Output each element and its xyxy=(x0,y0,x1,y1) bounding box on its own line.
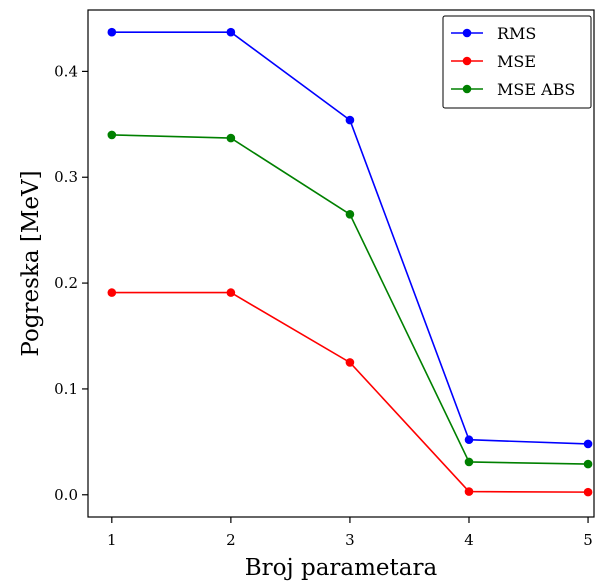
data-point-mse xyxy=(226,288,236,297)
legend-marker-mse xyxy=(462,56,472,66)
y-tick-label: 0.3 xyxy=(54,168,78,186)
legend-label-mse: MSE xyxy=(497,52,536,71)
data-point-mse-abs xyxy=(583,459,593,469)
plot-frame xyxy=(87,9,595,518)
plot-marks xyxy=(107,27,593,497)
data-point-mse xyxy=(583,487,593,497)
data-point-mse xyxy=(107,288,117,297)
x-tick-label: 2 xyxy=(226,531,236,549)
data-point-rms xyxy=(226,27,236,37)
data-point-mse-abs xyxy=(107,130,117,140)
data-point-rms xyxy=(107,27,117,37)
y-tick-label: 0.1 xyxy=(54,380,78,398)
x-tick-label: 1 xyxy=(107,531,117,549)
axis-ticks: 1 2 3 4 5 0.0 0.1 0.2 0.3 0.4 xyxy=(54,62,593,549)
data-point-rms xyxy=(583,439,593,449)
y-tick-label: 0.0 xyxy=(54,486,78,504)
x-tick-label: 4 xyxy=(464,531,474,549)
data-point-rms xyxy=(464,435,474,445)
legend-label-mse-abs: MSE ABS xyxy=(497,80,575,99)
data-point-mse-abs xyxy=(226,133,236,143)
legend-box xyxy=(442,15,592,109)
data-point-mse-abs xyxy=(464,457,474,467)
data-point-mse xyxy=(464,487,474,496)
data-point-mse xyxy=(345,358,355,367)
legend-marker-mse-abs xyxy=(462,84,472,94)
data-point-rms xyxy=(345,115,355,125)
legend-marker-rms xyxy=(462,28,472,38)
x-tick-label: 5 xyxy=(583,531,593,549)
x-axis-label: Broj parametara xyxy=(245,555,438,581)
y-tick-label: 0.4 xyxy=(54,62,78,80)
data-point-mse-abs xyxy=(345,209,355,219)
series-line-mse-abs xyxy=(111,134,589,465)
y-axis-label: Pogreska [MeV] xyxy=(18,170,44,356)
x-tick-label: 3 xyxy=(345,531,355,549)
legend: RMS MSE MSE ABS xyxy=(442,15,592,109)
legend-label-rms: RMS xyxy=(497,24,536,43)
y-tick-label: 0.2 xyxy=(54,274,78,292)
